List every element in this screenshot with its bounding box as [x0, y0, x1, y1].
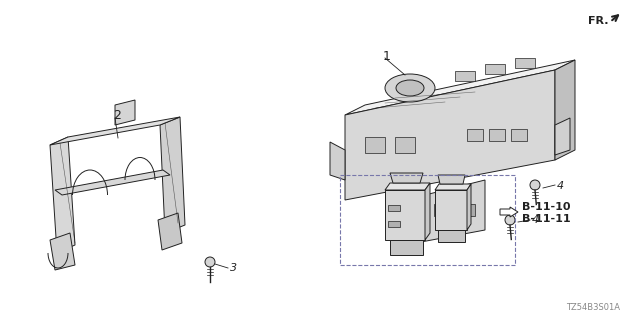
Polygon shape: [455, 71, 475, 81]
Polygon shape: [555, 118, 570, 155]
Ellipse shape: [385, 74, 435, 102]
Polygon shape: [330, 142, 345, 180]
Polygon shape: [50, 137, 75, 253]
Polygon shape: [385, 183, 430, 190]
Polygon shape: [385, 190, 425, 240]
Polygon shape: [438, 175, 465, 184]
Text: B-11-11: B-11-11: [522, 214, 571, 224]
Polygon shape: [345, 60, 575, 115]
Polygon shape: [555, 60, 575, 160]
Polygon shape: [50, 117, 180, 145]
Text: 2: 2: [113, 108, 121, 122]
Circle shape: [205, 257, 215, 267]
Polygon shape: [425, 183, 430, 240]
Polygon shape: [50, 233, 75, 270]
Polygon shape: [459, 204, 475, 216]
Polygon shape: [388, 205, 400, 211]
Circle shape: [505, 215, 515, 225]
Polygon shape: [405, 180, 485, 245]
Polygon shape: [395, 137, 415, 153]
Polygon shape: [390, 173, 423, 183]
Polygon shape: [511, 129, 527, 141]
Polygon shape: [160, 117, 185, 233]
Text: 3: 3: [230, 263, 237, 273]
Polygon shape: [467, 129, 483, 141]
Text: 1: 1: [383, 50, 391, 62]
Polygon shape: [485, 64, 505, 74]
Polygon shape: [434, 204, 450, 216]
Polygon shape: [388, 221, 400, 227]
Polygon shape: [467, 184, 471, 230]
Text: TZ54B3S01A: TZ54B3S01A: [566, 303, 620, 312]
Text: FR.: FR.: [588, 16, 609, 26]
Bar: [340, 175, 515, 265]
Polygon shape: [435, 190, 467, 230]
Polygon shape: [390, 240, 423, 255]
Polygon shape: [365, 137, 385, 153]
Polygon shape: [435, 184, 471, 190]
Ellipse shape: [396, 80, 424, 96]
Polygon shape: [158, 213, 182, 250]
Text: B-11-10: B-11-10: [522, 202, 570, 212]
Polygon shape: [489, 129, 505, 141]
FancyArrow shape: [500, 207, 518, 217]
Polygon shape: [438, 230, 465, 242]
Polygon shape: [55, 170, 170, 195]
Polygon shape: [115, 100, 135, 125]
Polygon shape: [409, 204, 425, 216]
Text: 4: 4: [532, 215, 539, 225]
Text: 4: 4: [557, 181, 564, 191]
Circle shape: [530, 180, 540, 190]
Polygon shape: [515, 58, 535, 68]
Polygon shape: [345, 70, 555, 200]
